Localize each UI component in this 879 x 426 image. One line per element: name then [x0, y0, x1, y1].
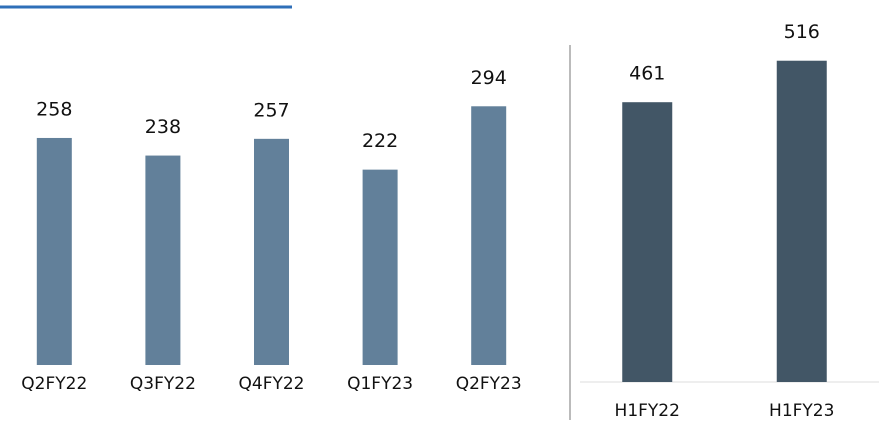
x-tick-label: Q2FY23 [456, 374, 522, 394]
x-tick-label: H1FY22 [615, 401, 680, 421]
x-tick-label: Q4FY22 [239, 374, 305, 394]
value-label: 516 [784, 21, 820, 43]
x-tick-label: Q3FY22 [130, 374, 196, 394]
bar [145, 155, 181, 365]
bar [36, 137, 72, 365]
x-tick-label: Q1FY23 [347, 374, 413, 394]
bar [254, 138, 289, 365]
value-label: 238 [145, 116, 181, 138]
x-tick-label: Q2FY22 [21, 374, 87, 394]
value-label: 294 [471, 67, 507, 89]
bar [471, 106, 507, 365]
bar [362, 169, 398, 365]
bar [622, 102, 673, 383]
value-label: 461 [629, 63, 665, 85]
value-label: 222 [362, 130, 398, 152]
value-label: 258 [36, 98, 72, 120]
header-bg [0, 0, 292, 8]
x-tick-label: H1FY23 [769, 401, 834, 421]
value-label: 257 [253, 99, 289, 121]
bar [776, 60, 827, 382]
